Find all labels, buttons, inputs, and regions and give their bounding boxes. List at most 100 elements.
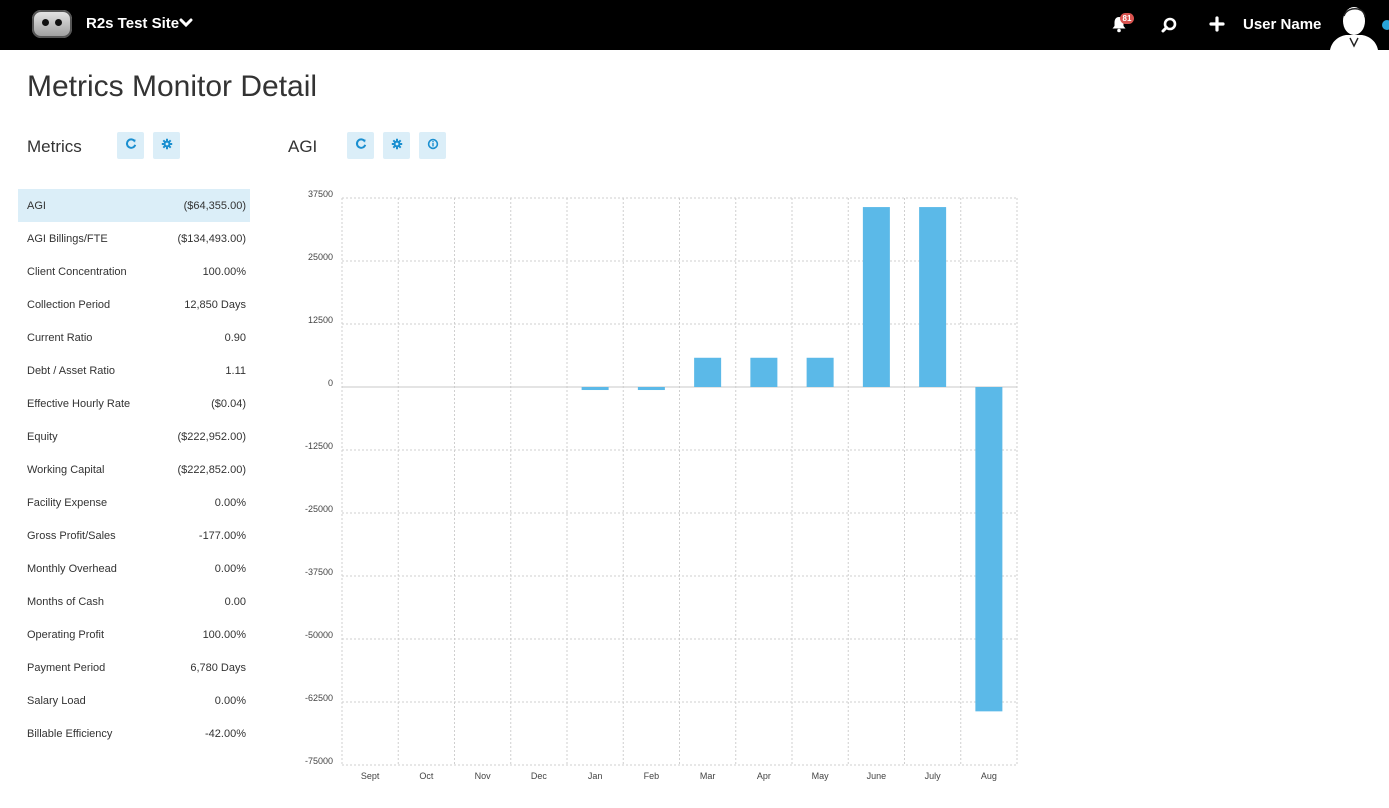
user-name[interactable]: User Name [1243,16,1322,33]
x-tick-label: Feb [644,771,660,781]
metric-value: 0.00% [214,563,246,575]
y-tick-label: 37500 [308,189,333,199]
notification-count-badge: 81 [1120,13,1134,24]
x-tick-label: Aug [981,771,997,781]
status-dot [1382,20,1389,30]
site-title[interactable]: R2s Test Site [86,15,180,32]
x-tick-label: May [812,771,830,781]
x-tick-label: July [925,771,942,781]
agi-bar-chart: 37500 25000 12500 0 -12500 -25000 -37500 -50000… [305,189,1018,781]
metric-row[interactable]: Facility Expense 0.00% [18,486,250,519]
metric-name: Months of Cash [27,596,105,608]
bar-july[interactable] [919,207,947,387]
y-tick-label: 25000 [308,252,333,262]
metric-value: -42.00% [205,728,246,740]
metric-name: Debt / Asset Ratio [27,365,116,377]
y-tick-label: -50000 [305,630,333,640]
chart-settings-button[interactable] [383,132,410,159]
metric-name: Client Concentration [27,266,127,278]
metric-value: ($222,852.00) [177,464,247,476]
x-tick-label: June [867,771,887,781]
x-tick-label: Oct [419,771,434,781]
info-icon [427,137,439,155]
x-tick-label: Sept [361,771,380,781]
metric-name: AGI Billings/FTE [27,233,108,245]
metric-row[interactable]: Collection Period 12,850 Days [18,288,250,321]
gear-icon [391,137,403,155]
metric-name: Current Ratio [27,332,93,344]
metric-row[interactable]: AGI Billings/FTE ($134,493.00) [18,222,250,255]
y-tick-label: -75000 [305,756,333,766]
metric-name: Salary Load [27,695,86,707]
metric-row[interactable]: Equity ($222,952.00) [18,420,250,453]
metric-value: ($0.04) [211,398,246,410]
x-tick-label: Dec [531,771,548,781]
bar-feb[interactable] [637,387,665,391]
metrics-refresh-button[interactable] [117,132,144,159]
metric-row[interactable]: AGI ($64,355.00) [18,189,250,222]
metric-name: Billable Efficiency [27,728,113,740]
metric-row[interactable]: Monthly Overhead 0.00% [18,552,250,585]
refresh-icon [125,137,137,155]
y-tick-label: -62500 [305,693,333,703]
bar-jan[interactable] [581,387,609,391]
metric-value: ($64,355.00) [183,200,246,212]
metric-value: -177.00% [198,530,246,542]
metric-row[interactable]: Months of Cash 0.00 [18,585,250,618]
search-icon[interactable] [1160,16,1178,39]
y-tick-label: 0 [328,378,333,388]
y-tick-label: -12500 [305,441,333,451]
x-tick-label: Apr [757,771,771,781]
metric-name: Gross Profit/Sales [27,530,116,542]
metric-name: Facility Expense [27,497,108,509]
metric-row[interactable]: Working Capital ($222,852.00) [18,453,250,486]
metric-value: 6,780 Days [190,662,246,674]
add-icon[interactable] [1209,16,1225,37]
x-tick-label: Nov [475,771,492,781]
bar-aug[interactable] [975,387,1003,712]
metric-value: 100.00% [202,629,246,641]
metric-name: Effective Hourly Rate [27,398,131,410]
chart-panel-title: AGI [288,137,318,156]
metric-value: 0.00% [214,695,246,707]
metrics-settings-button[interactable] [153,132,180,159]
metric-value: 0.00 [224,596,246,608]
gear-icon [161,137,173,155]
page-title: Metrics Monitor Detail [27,70,318,103]
metric-name: Collection Period [27,299,111,311]
bar-june[interactable] [862,207,890,387]
metric-value: 0.90 [224,332,246,344]
metrics-panel-title: Metrics [27,137,82,156]
metric-row[interactable]: Client Concentration 100.00% [18,255,250,288]
metric-row[interactable]: Operating Profit 100.00% [18,618,250,651]
metric-row[interactable]: Payment Period 6,780 Days [18,651,250,684]
y-tick-label: -25000 [305,504,333,514]
metric-name: Payment Period [27,662,106,674]
bar-mar[interactable] [694,357,722,387]
bar-apr[interactable] [750,357,778,387]
metric-row[interactable]: Current Ratio 0.90 [18,321,250,354]
metric-name: AGI [27,200,46,212]
metric-row[interactable]: Gross Profit/Sales -177.00% [18,519,250,552]
metric-row[interactable]: Debt / Asset Ratio 1.11 [18,354,250,387]
metric-row[interactable]: Billable Efficiency -42.00% [18,717,250,750]
robot-logo-icon[interactable] [32,10,72,38]
metric-name: Monthly Overhead [27,563,117,575]
y-tick-label: -37500 [305,567,333,577]
metric-value: 0.00% [214,497,246,509]
bar-may[interactable] [806,357,834,387]
y-tick-label: 12500 [308,315,333,325]
metric-value: 12,850 Days [184,299,246,311]
metric-row[interactable]: Salary Load 0.00% [18,684,250,717]
chart-refresh-button[interactable] [347,132,374,159]
user-avatar[interactable] [1330,2,1378,50]
x-tick-label: Jan [588,771,603,781]
metric-value: 100.00% [202,266,246,278]
chart-info-button[interactable] [419,132,446,159]
metric-name: Working Capital [27,464,105,476]
top-nav-bar: R2s Test Site 81 User Name [0,0,1389,50]
chevron-down-icon[interactable] [179,16,193,34]
metric-value: ($134,493.00) [177,233,247,245]
metric-row[interactable]: Effective Hourly Rate ($0.04) [18,387,250,420]
refresh-icon [355,137,367,155]
